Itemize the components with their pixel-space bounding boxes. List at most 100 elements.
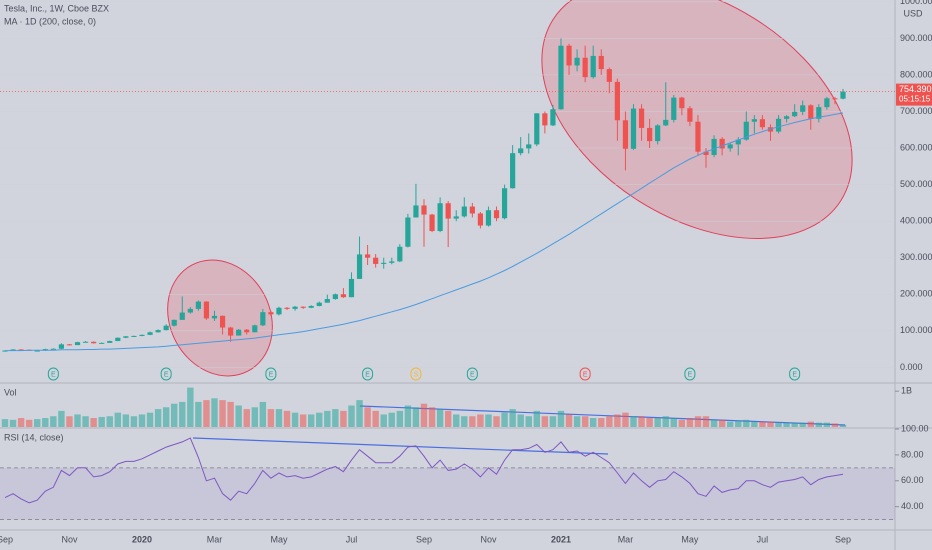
candle-body — [139, 334, 145, 336]
candle-body — [437, 203, 443, 232]
volume-bar — [340, 410, 347, 427]
volume-bar — [799, 422, 806, 427]
candle-body — [727, 144, 733, 149]
candle-body — [832, 98, 838, 100]
volume-bar — [42, 418, 49, 427]
event-marker — [265, 367, 277, 381]
event-marker — [684, 367, 696, 381]
y-tick-label: 600.000 — [900, 142, 932, 152]
candle-body — [703, 151, 709, 155]
candle-body — [792, 111, 798, 117]
candle-body — [695, 121, 701, 152]
x-tick-label: 2020 — [132, 534, 152, 544]
candle-body — [340, 294, 347, 298]
volume-bar — [106, 416, 113, 427]
x-tick-label: Jul — [757, 534, 769, 544]
volume-bar — [171, 403, 178, 427]
volume-bar — [275, 409, 283, 427]
candle-body — [453, 216, 459, 219]
volume-bar — [517, 414, 524, 427]
candle-body — [211, 315, 218, 319]
candle-body — [308, 305, 314, 308]
x-tick-label: Mar — [618, 534, 634, 544]
candle-body — [292, 306, 298, 309]
volume-bar — [187, 387, 194, 427]
volume-bar — [759, 421, 766, 427]
y-tick-label: 200.000 — [900, 289, 932, 299]
y-tick-label: 0.000 — [900, 362, 923, 372]
volume-bar — [461, 416, 468, 427]
volume-bar — [17, 418, 25, 427]
candle-body — [66, 344, 73, 346]
volume-bar — [718, 419, 726, 427]
volume-bar — [469, 416, 476, 427]
volume-bar — [815, 422, 823, 427]
volume-bar — [533, 410, 541, 427]
x-tick-label: May — [270, 534, 288, 544]
candle-body — [18, 349, 24, 351]
candle-body — [252, 325, 258, 333]
candle-body — [356, 254, 363, 279]
event-marker-label: E — [792, 371, 797, 378]
volume-bar — [654, 418, 661, 427]
candle-body — [614, 81, 620, 121]
volume-bar — [702, 416, 710, 427]
volume-bar — [154, 409, 162, 427]
volume-bar — [203, 400, 210, 427]
rsi-band — [0, 467, 895, 520]
candle-body — [534, 113, 540, 145]
volume-bar — [324, 410, 331, 427]
x-tick-label: Mar — [207, 534, 223, 544]
candle-body — [477, 213, 484, 226]
event-marker — [362, 367, 374, 381]
candle-body — [590, 55, 596, 78]
x-tick-label: Jul — [346, 534, 358, 544]
candle-body — [775, 118, 782, 132]
candle-body — [405, 217, 411, 247]
volume-bar — [638, 416, 645, 427]
volume-bar — [243, 409, 250, 427]
candle-body — [187, 308, 193, 313]
volume-bar — [436, 409, 444, 427]
candle-body — [663, 119, 669, 126]
y-tick-label: 100.000 — [900, 325, 932, 335]
volume-bar — [565, 414, 573, 427]
candle-body — [840, 91, 846, 99]
y-tick-label: 800.000 — [900, 69, 932, 79]
volume-bar — [98, 416, 105, 427]
volume-bar — [259, 401, 267, 427]
volume-bar — [501, 412, 508, 427]
candle-body — [485, 210, 492, 226]
rsi-tick-label: 40.00 — [901, 501, 924, 511]
candle-body — [228, 327, 234, 336]
rsi-tick-label: 100.00 — [901, 423, 929, 433]
candle-body — [630, 108, 637, 149]
candle-body — [260, 312, 266, 326]
candle-body — [526, 144, 532, 149]
candle-body — [324, 299, 330, 303]
candle-body — [91, 341, 97, 344]
volume-bar — [66, 416, 73, 427]
candle-body — [711, 138, 717, 155]
candle-body — [743, 121, 749, 140]
volume-bar — [388, 412, 395, 427]
event-marker-label: E — [583, 371, 588, 378]
volume-bar — [783, 422, 790, 427]
volume-bar — [332, 409, 339, 427]
candle-body — [236, 329, 242, 336]
y-tick-label: 500.000 — [900, 179, 932, 189]
volume-bar — [291, 412, 299, 427]
volume-bar — [396, 410, 404, 427]
candle-body — [518, 148, 524, 154]
volume-bar — [25, 419, 33, 427]
volume-bar — [630, 416, 637, 427]
volume-bar — [420, 403, 428, 427]
event-marker — [579, 367, 591, 381]
volume-bar — [751, 421, 758, 427]
event-marker — [466, 367, 478, 381]
volume-bar — [211, 398, 218, 427]
candle-body — [348, 278, 355, 298]
candle-body — [687, 108, 693, 122]
candle-body — [679, 97, 685, 109]
